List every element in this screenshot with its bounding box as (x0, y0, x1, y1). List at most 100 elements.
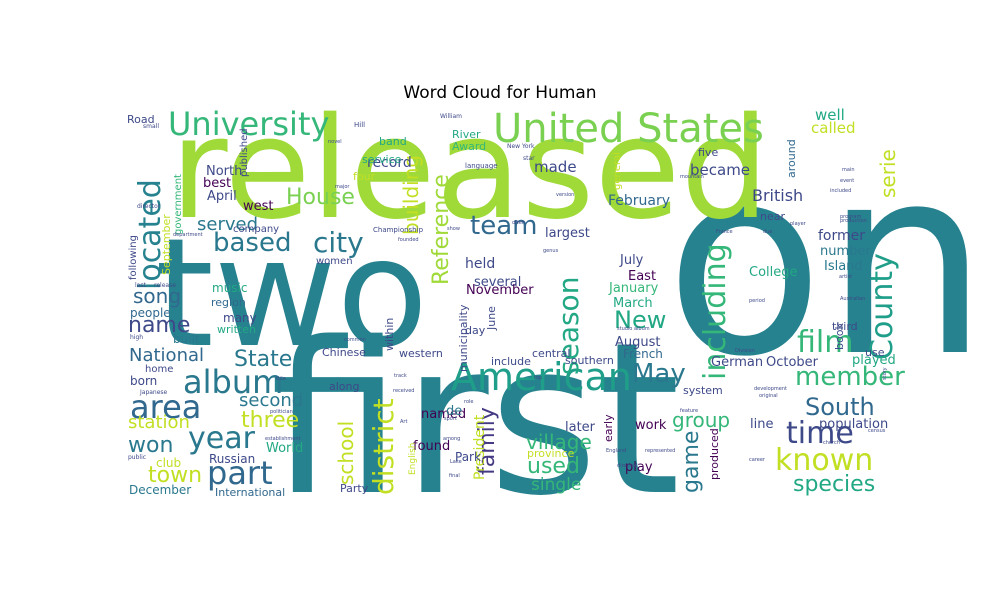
word-general: general (612, 152, 623, 190)
word-france: France (716, 229, 733, 235)
word-used: used (527, 454, 580, 479)
word-british: British (752, 186, 803, 205)
word-november: November (466, 283, 534, 298)
word-region: region (211, 296, 246, 309)
word-located: located (133, 179, 168, 290)
word-show: show (447, 226, 460, 232)
word-road: Road (127, 113, 155, 126)
word-australian: Australian (840, 296, 865, 302)
word-group: group (672, 408, 730, 432)
word-august: August (615, 335, 661, 350)
word-art: Art (400, 419, 407, 425)
word-serie: serie (876, 149, 900, 198)
word-novel: novel (328, 139, 342, 145)
word-main: main (842, 167, 855, 173)
word-near: near (760, 210, 785, 223)
word-award: Award (452, 140, 486, 153)
word-story: story (882, 367, 888, 380)
word-band: band (379, 135, 407, 148)
word-october: October (766, 355, 819, 370)
word-mountain: mountain (680, 174, 704, 180)
word-found: found (413, 439, 450, 454)
word-title: title (276, 376, 286, 382)
word-version: version (556, 192, 574, 198)
word-among: among (443, 436, 460, 442)
word-based: based (213, 228, 291, 258)
word-season: season (552, 277, 585, 375)
word-part: part (207, 454, 273, 492)
word-song: song (133, 284, 181, 308)
word-following: following (128, 235, 139, 280)
word-book: book (833, 323, 846, 350)
word-hill: Hill (354, 121, 365, 129)
word-published: published (239, 128, 250, 177)
word-along: along (329, 380, 359, 393)
word-river: River (452, 128, 481, 141)
word-five: five (698, 146, 718, 159)
word-party: Party (340, 482, 369, 495)
word-star: star (523, 155, 535, 162)
word-house: House (286, 185, 355, 210)
cloud-background (128, 108, 898, 498)
word-de: de (446, 404, 462, 419)
word-common: common (344, 337, 366, 343)
word-international: International (215, 486, 285, 499)
word-won: won (128, 433, 173, 458)
word-team: team (470, 211, 537, 241)
word-government: government (173, 174, 184, 235)
word-number: number (820, 244, 871, 259)
word-july: July (619, 253, 644, 268)
word-represented: represented (645, 448, 675, 454)
word-college: College (749, 265, 798, 280)
word-year: year (188, 421, 256, 456)
word-home: home (145, 364, 173, 375)
word-final: final (449, 473, 460, 479)
word-french: French (623, 347, 663, 361)
word-play: play (625, 460, 653, 475)
chart-title: Word Cloud for Human (403, 83, 597, 103)
word-department: department (173, 232, 203, 238)
word-championship: Championship (373, 226, 424, 234)
word-east: East (628, 269, 656, 284)
word-march: March (613, 296, 653, 311)
word-german: German (711, 355, 763, 370)
word-album: album (183, 363, 283, 401)
word-company: company (233, 224, 279, 235)
word-central: central (532, 347, 570, 360)
word-west: west (243, 199, 274, 214)
word-building: building (399, 155, 423, 235)
word-became: became (690, 161, 750, 179)
word-english: English (408, 443, 418, 476)
word-one: one (665, 112, 1000, 414)
word-film: film (797, 325, 853, 360)
word-within: within (383, 318, 396, 351)
word-new-york: New York (507, 143, 535, 150)
word-artist: artist (839, 274, 852, 280)
word-production: production (840, 218, 867, 224)
word-june: June (485, 306, 498, 331)
word-system: system (683, 384, 723, 397)
word-early: early (602, 414, 615, 442)
word-well: well (815, 106, 845, 124)
word-use: use (865, 346, 885, 359)
word-include: include (491, 355, 531, 368)
word-species: species (793, 472, 875, 497)
word-former: former (818, 228, 865, 244)
word-many: many (223, 311, 257, 325)
word-track: track (394, 373, 407, 379)
word-september: September (160, 214, 173, 275)
word-people: people (130, 306, 171, 320)
word-day: day (465, 324, 486, 337)
word-including: including (698, 243, 733, 380)
word-called: called (811, 119, 856, 137)
word-major: major (335, 184, 350, 190)
word-two: two (155, 207, 428, 381)
word-development: development (754, 386, 787, 392)
word-three: three (241, 408, 299, 433)
word-second: second (239, 390, 303, 411)
word-directed: directed (617, 463, 638, 469)
word-village: village (526, 430, 592, 454)
word-city: city (313, 226, 364, 259)
word-women: women (316, 256, 353, 267)
